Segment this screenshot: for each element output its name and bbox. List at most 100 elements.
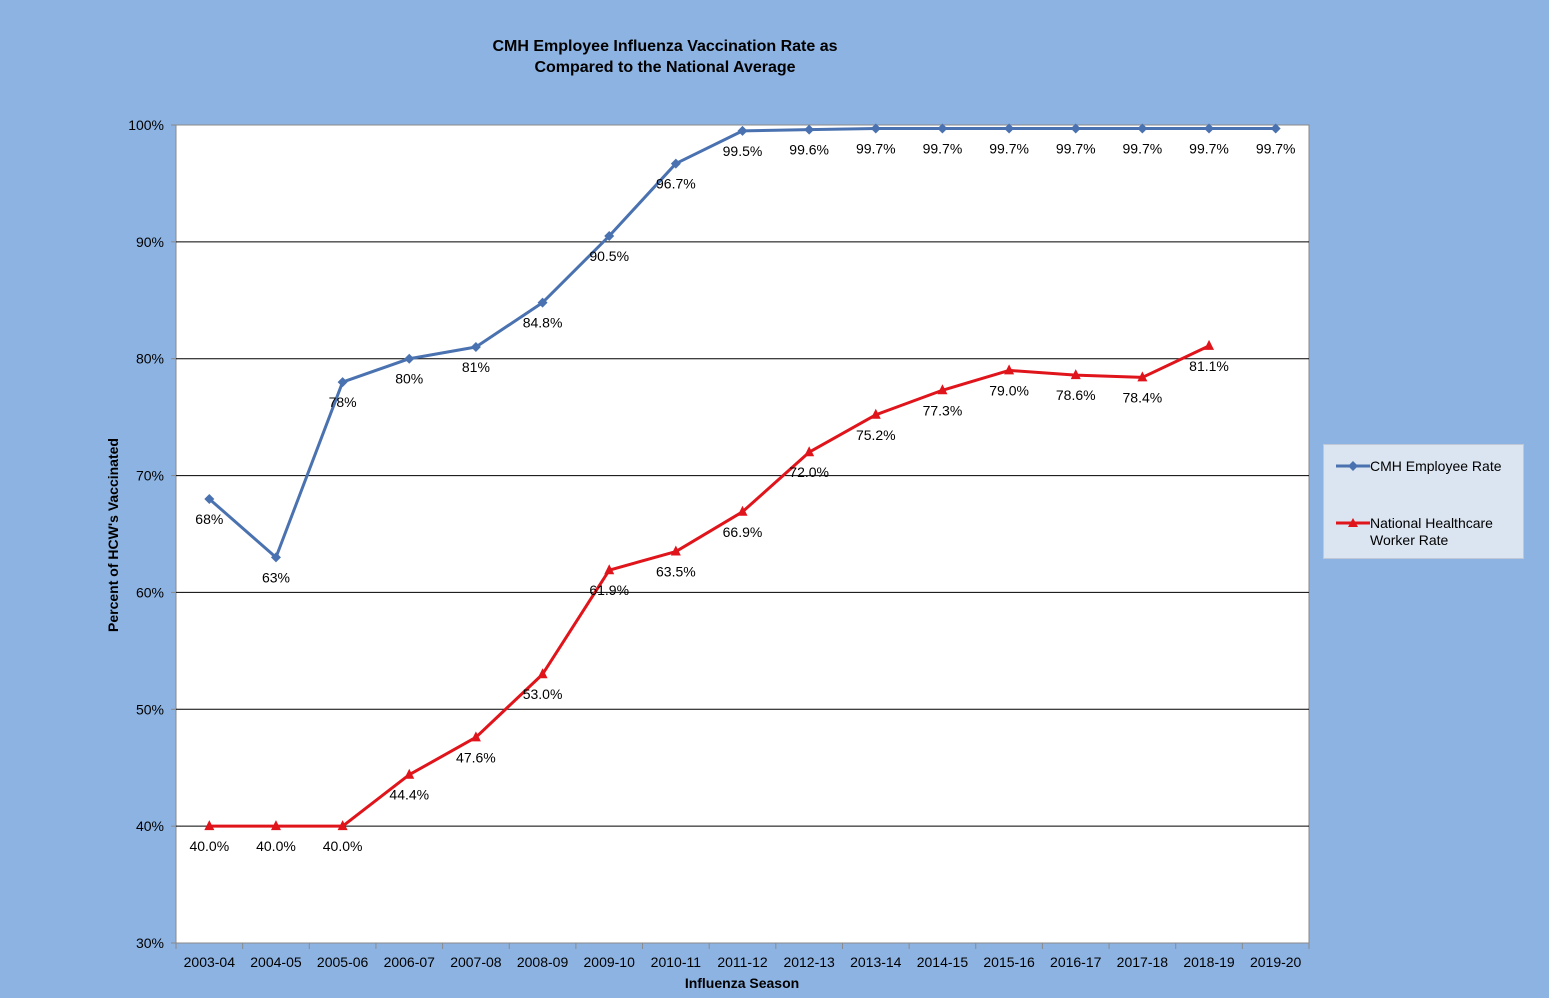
data-point [604,564,615,575]
data-label: 99.7% [1123,141,1163,157]
data-label: 81% [462,359,490,375]
data-point [404,768,415,779]
data-label: 78% [329,394,357,410]
legend-swatch-cmh [1336,461,1370,471]
data-point [1137,123,1148,134]
data-label: 78.4% [1123,389,1163,405]
data-point [537,297,548,308]
data-label: 99.7% [989,141,1029,157]
x-tick-label: 2009-10 [584,954,636,970]
data-label: 47.6% [456,749,496,765]
y-tick-label: 30% [136,935,164,951]
data-label: 61.9% [589,582,629,598]
data-label: 99.5% [723,143,763,159]
data-point [1004,364,1015,375]
x-tick-label: 2011-12 [717,954,768,970]
x-tick-label: 2016-17 [1050,954,1102,970]
data-label: 75.2% [856,427,896,443]
data-labels: 68% 63% 78% 80% 81% 84.8% 90.5% 96.7% 99.5% 99.6%… [189,141,1295,855]
x-axis: 2003-04 2004-05 2005-06 2006-07 2007-08 2008-… [175,943,1310,970]
data-point [1070,369,1081,380]
x-tick-label: 2007-08 [450,954,502,970]
legend-swatch-national [1336,518,1370,527]
data-point [270,552,281,563]
x-tick-label: 2015-16 [983,954,1035,970]
data-label: 40.0% [323,838,363,854]
data-point [404,353,415,364]
data-label: 63% [262,569,290,585]
data-label: 72.0% [789,464,829,480]
data-point [737,125,748,136]
data-label: 53.0% [523,686,563,702]
data-point [670,545,681,556]
x-tick-label: 2019-20 [1250,954,1302,970]
x-tick-label: 2014-15 [917,954,969,970]
chart-title-line2: Compared to the National Average [534,59,796,76]
gridlines [176,241,1309,827]
legend: CMH Employee Rate National Healthcare Wo… [1323,444,1524,559]
x-tick-label: 2018-19 [1183,954,1235,970]
y-axis-label: Percent of HCW's Vaccinated [105,438,121,632]
data-point [204,820,215,831]
legend-label-national-line2: Worker Rate [1370,532,1449,548]
x-axis-label: Influenza Season [685,975,799,991]
data-label: 80% [395,371,423,387]
x-tick-label: 2004-05 [250,954,302,970]
data-point [270,820,281,831]
data-label: 84.8% [523,315,563,331]
data-point [337,377,348,388]
series-line-1 [209,344,1210,828]
markers [204,123,1281,831]
data-label: 78.6% [1056,387,1096,403]
data-label: 81.1% [1189,358,1229,374]
data-point [670,158,681,169]
y-tick-label: 80% [136,351,164,367]
data-point [804,124,815,135]
data-label: 90.5% [589,248,629,264]
data-point [870,408,881,419]
data-point [470,342,481,353]
x-tick-label: 2005-06 [317,954,369,970]
data-point [737,505,748,516]
y-tick-label: 60% [136,584,164,600]
legend-item-cmh: CMH Employee Rate [1336,458,1520,475]
data-label: 99.7% [1189,141,1229,157]
legend-label-national: National Healthcare Worker Rate [1370,515,1520,549]
y-tick-label: 40% [136,818,164,834]
chart-title-line1: CMH Employee Influenza Vaccination Rate … [492,38,838,55]
data-point [604,231,615,242]
y-tick-label: 50% [136,701,164,717]
y-tick-label: 90% [136,234,164,250]
data-label: 79.0% [989,382,1029,398]
data-label: 99.6% [789,142,829,158]
data-label: 66.9% [723,524,763,540]
data-label: 99.7% [1056,141,1096,157]
y-tick-label: 70% [136,468,164,484]
data-label: 40.0% [189,838,229,854]
legend-label-national-line1: National Healthcare [1370,515,1493,531]
x-tick-label: 2008-09 [517,954,569,970]
data-label: 96.7% [656,176,696,192]
x-tick-label: 2006-07 [384,954,436,970]
data-point [537,668,548,679]
data-point [870,123,881,134]
x-tick-label: 2013-14 [850,954,902,970]
data-point [937,384,948,395]
data-point [1270,123,1281,134]
data-label: 77.3% [923,402,963,418]
data-label: 99.7% [856,141,896,157]
data-point [337,820,348,831]
data-point [1004,123,1015,134]
y-tick-label: 100% [128,117,164,133]
x-tick-label: 2010-11 [651,954,702,970]
data-point [937,123,948,134]
legend-label-cmh: CMH Employee Rate [1370,458,1502,474]
data-point [470,731,481,742]
data-point [1204,339,1215,350]
data-point [1070,123,1081,134]
data-label: 63.5% [656,564,696,580]
y-axis: 30% 40% 50% 60% 70% 80% 90% 100% [128,117,176,951]
x-tick-label: 2003-04 [184,954,236,970]
data-label: 99.7% [1256,141,1296,157]
